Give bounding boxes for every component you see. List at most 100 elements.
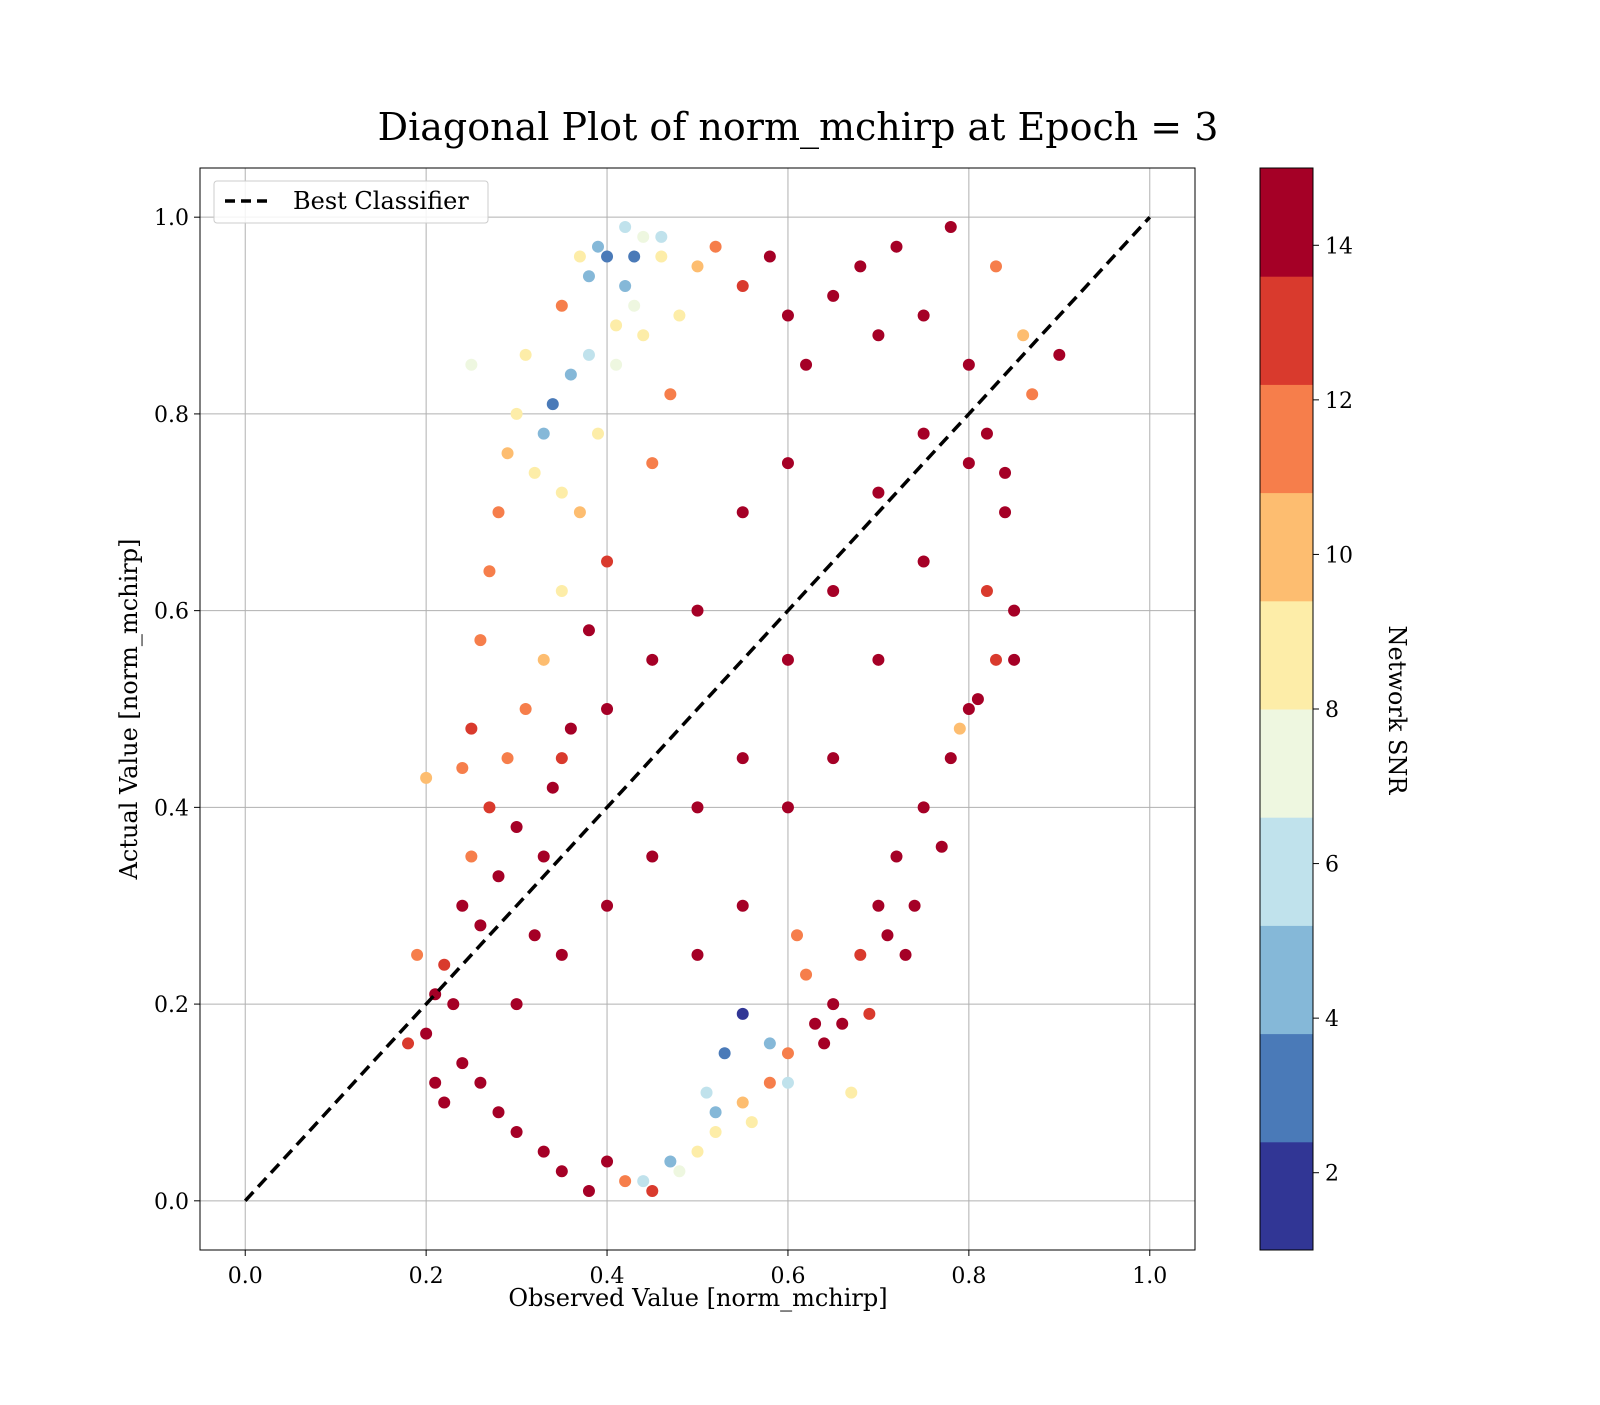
scatter-point-31 bbox=[736, 280, 749, 293]
scatter-point-60 bbox=[646, 1184, 659, 1197]
scatter-point-75 bbox=[827, 584, 840, 597]
scatter-point-112 bbox=[1017, 329, 1030, 342]
y-tick-label-1: 0.2 bbox=[154, 993, 189, 1018]
scatter-point-62 bbox=[601, 1155, 614, 1168]
chart-title: Diagonal Plot of norm_mchirp at Epoch = … bbox=[378, 105, 1219, 150]
scatter-point-21 bbox=[610, 358, 623, 371]
x-tick-label-1: 0.2 bbox=[409, 1264, 444, 1289]
scatter-point-41 bbox=[962, 358, 975, 371]
scatter-point-106 bbox=[465, 358, 478, 371]
colorbar bbox=[1259, 167, 1314, 1251]
scatter-point-142 bbox=[465, 722, 478, 735]
colorbar-band-4 bbox=[1260, 709, 1313, 818]
colorbar-ticks: 2 4 6 8 10 12 14 bbox=[1313, 234, 1353, 1187]
scatter-point-13 bbox=[537, 653, 550, 666]
scatter-point-61 bbox=[619, 1175, 632, 1188]
scatter-point-111 bbox=[1026, 388, 1039, 401]
scatter-point-52 bbox=[827, 998, 840, 1011]
legend-box bbox=[213, 180, 489, 224]
scatter-point-127 bbox=[791, 929, 803, 942]
scatter-point-135 bbox=[655, 250, 668, 263]
scatter-point-66 bbox=[510, 1125, 523, 1138]
scatter-point-42 bbox=[980, 427, 993, 440]
scatter-point-132 bbox=[601, 250, 614, 263]
scatter-point-2 bbox=[438, 958, 451, 971]
scatter-point-130 bbox=[582, 270, 595, 283]
scatter-point-137 bbox=[510, 407, 523, 420]
scatter-point-77 bbox=[917, 427, 930, 440]
scatter-point-122 bbox=[881, 929, 894, 942]
scatter-point-20 bbox=[601, 555, 614, 568]
best-classifier-line bbox=[243, 215, 1152, 1203]
scatter-point-91 bbox=[736, 506, 749, 519]
colorbar-band-7 bbox=[1260, 384, 1313, 494]
colorbar-tick-label-3: 8 bbox=[1325, 698, 1339, 723]
scatter-point-83 bbox=[736, 899, 749, 912]
scatter-point-33 bbox=[781, 309, 794, 322]
colorbar-band-2 bbox=[1260, 925, 1313, 1035]
scatter-point-57 bbox=[709, 1125, 722, 1138]
scatter-point-90 bbox=[691, 604, 704, 617]
scatter-point-143 bbox=[456, 762, 469, 775]
scatter-point-45 bbox=[990, 653, 1002, 666]
scatter-point-74 bbox=[781, 653, 794, 666]
scatter-point-51 bbox=[854, 948, 867, 961]
scatter-point-126 bbox=[800, 968, 813, 981]
scatter-point-141 bbox=[474, 634, 487, 647]
scatter-point-26 bbox=[655, 230, 668, 243]
scatter-point-11 bbox=[519, 703, 532, 715]
scatter-point-108 bbox=[411, 948, 424, 961]
scatter-point-97 bbox=[781, 1076, 794, 1089]
scatter-point-136 bbox=[519, 348, 532, 361]
scatter-point-101 bbox=[709, 1106, 722, 1119]
scatter-point-70 bbox=[438, 1096, 451, 1109]
colorbar-band-5 bbox=[1260, 600, 1313, 710]
legend: Best Classifier bbox=[213, 180, 489, 224]
colorbar-band-8 bbox=[1260, 276, 1313, 385]
scatter-point-82 bbox=[691, 948, 704, 961]
scatter-point-48 bbox=[917, 801, 930, 814]
scatter-points bbox=[402, 221, 1066, 1197]
scatter-point-129 bbox=[573, 250, 586, 263]
scatter-point-85 bbox=[827, 752, 840, 765]
scatter-point-0 bbox=[420, 1027, 433, 1040]
scatter-point-32 bbox=[763, 250, 776, 263]
scatter-point-124 bbox=[836, 1017, 849, 1030]
colorbar-tick-label-1: 4 bbox=[1325, 1007, 1339, 1032]
scatter-point-22 bbox=[619, 280, 632, 293]
x-tick-label-0: 0.0 bbox=[228, 1264, 263, 1289]
scatter-point-36 bbox=[854, 260, 867, 273]
scatter-point-55 bbox=[763, 1076, 776, 1089]
scatter-point-7 bbox=[483, 801, 496, 814]
colorbar-band-9 bbox=[1260, 168, 1313, 277]
colorbar-tick-label-0: 2 bbox=[1325, 1162, 1339, 1187]
colorbar-label: Network SNR bbox=[1383, 626, 1411, 796]
scatter-point-24 bbox=[637, 329, 650, 342]
scatter-point-43 bbox=[999, 506, 1012, 519]
x-tick-label-2: 0.4 bbox=[590, 1264, 625, 1289]
scatter-point-146 bbox=[610, 319, 623, 332]
y-axis-ticks: 0.0 0.2 0.4 0.6 0.8 1.0 bbox=[154, 206, 200, 1215]
scatter-point-117 bbox=[971, 693, 984, 706]
scatter-point-128 bbox=[555, 299, 568, 312]
scatter-point-89 bbox=[646, 653, 659, 666]
scatter-point-120 bbox=[908, 899, 921, 912]
scatter-point-118 bbox=[953, 722, 966, 735]
scatter-point-140 bbox=[483, 565, 496, 578]
y-tick-label-0: 0.0 bbox=[154, 1190, 189, 1215]
y-tick-label-5: 1.0 bbox=[154, 206, 189, 231]
y-tick-label-4: 0.8 bbox=[154, 403, 189, 428]
scatter-point-103 bbox=[700, 1086, 713, 1099]
scatter-point-95 bbox=[537, 850, 550, 863]
y-tick-label-2: 0.4 bbox=[154, 796, 189, 821]
scatter-point-27 bbox=[664, 388, 677, 401]
scatter-point-100 bbox=[718, 1047, 731, 1060]
scatter-point-72 bbox=[691, 801, 704, 814]
scatter-point-149 bbox=[537, 427, 550, 440]
colorbar-band-6 bbox=[1260, 492, 1313, 602]
scatter-point-98 bbox=[763, 1037, 776, 1050]
scatter-point-56 bbox=[736, 1096, 749, 1109]
scatter-point-5 bbox=[465, 850, 478, 863]
scatter-point-87 bbox=[917, 555, 930, 568]
